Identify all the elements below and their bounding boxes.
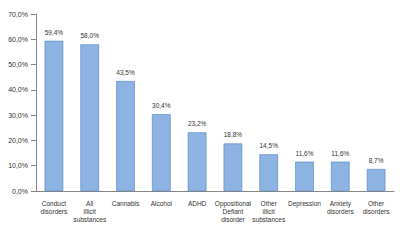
svg-text:Cannabis: Cannabis — [112, 200, 140, 207]
svg-text:59,4%: 59,4% — [45, 29, 64, 36]
svg-text:illicit: illicit — [84, 208, 96, 215]
svg-text:70,0%: 70,0% — [8, 11, 28, 18]
svg-text:18,8%: 18,8% — [224, 131, 243, 138]
svg-text:23,2%: 23,2% — [188, 120, 207, 127]
svg-text:All: All — [86, 200, 94, 207]
svg-text:Conduct: Conduct — [42, 200, 66, 207]
svg-text:40,0%: 40,0% — [8, 86, 28, 93]
svg-text:14,5%: 14,5% — [259, 142, 278, 149]
svg-text:disorders: disorders — [327, 208, 354, 215]
svg-text:20,0%: 20,0% — [8, 137, 28, 144]
svg-text:60,0%: 60,0% — [8, 36, 28, 43]
svg-text:0,0%: 0,0% — [12, 188, 28, 195]
svg-text:ADHD: ADHD — [188, 200, 207, 207]
svg-text:Depression: Depression — [288, 200, 321, 208]
svg-text:Oppositional: Oppositional — [215, 200, 252, 208]
svg-text:Other: Other — [261, 200, 278, 207]
svg-text:30,0%: 30,0% — [8, 112, 28, 119]
svg-text:11,6%: 11,6% — [296, 150, 314, 157]
svg-text:58,0%: 58,0% — [80, 32, 99, 39]
svg-text:50,0%: 50,0% — [8, 61, 28, 68]
svg-text:disorder: disorder — [221, 216, 245, 223]
svg-text:disorders: disorders — [363, 208, 390, 215]
svg-text:Anxiety: Anxiety — [330, 200, 352, 208]
svg-text:substances: substances — [73, 216, 107, 223]
svg-text:10,0%: 10,0% — [8, 162, 28, 169]
svg-text:disorders: disorders — [41, 208, 68, 215]
svg-text:Defiant: Defiant — [223, 208, 244, 215]
svg-text:8,7%: 8,7% — [369, 157, 384, 164]
svg-text:Other: Other — [368, 200, 385, 207]
svg-text:substances: substances — [252, 216, 286, 223]
svg-text:11,6%: 11,6% — [331, 150, 349, 157]
svg-text:illicit: illicit — [263, 208, 275, 215]
svg-text:30,4%: 30,4% — [152, 102, 171, 109]
svg-text:Alcohol: Alcohol — [151, 200, 173, 207]
svg-text:43,5%: 43,5% — [116, 69, 135, 76]
